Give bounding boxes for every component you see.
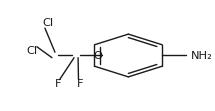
Text: Cl: Cl	[26, 46, 37, 56]
Text: Cl: Cl	[42, 18, 54, 28]
Text: O: O	[94, 51, 103, 60]
Text: NH₂: NH₂	[191, 51, 212, 60]
Text: F: F	[55, 79, 61, 89]
Text: F: F	[77, 79, 83, 89]
